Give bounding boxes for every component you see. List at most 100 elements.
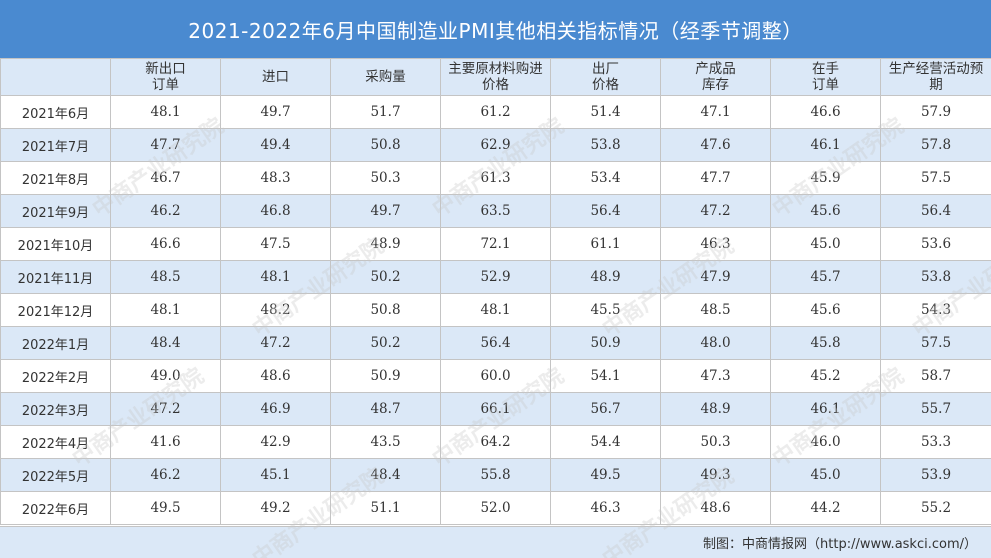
value-cell: 61.2 <box>440 95 551 129</box>
value-cell: 45.7 <box>770 260 881 294</box>
value-cell: 48.3 <box>220 161 331 195</box>
value-cell: 48.5 <box>110 260 221 294</box>
value-cell: 46.8 <box>220 194 331 228</box>
header-cell-0 <box>0 58 111 96</box>
value-cell: 45.0 <box>770 458 881 492</box>
table-row: 2021年11月 48.5 48.1 50.2 52.9 48.9 47.9 45.7 53.8 <box>0 260 991 294</box>
value-cell: 48.9 <box>660 392 771 426</box>
value-cell: 47.7 <box>110 128 221 162</box>
header-cell-8: 生产经营活动预期 <box>880 58 991 96</box>
value-cell: 48.9 <box>330 227 441 261</box>
value-cell: 55.7 <box>880 392 991 426</box>
value-cell: 47.9 <box>660 260 771 294</box>
value-cell: 49.2 <box>220 491 331 525</box>
value-cell: 61.1 <box>550 227 661 261</box>
value-cell: 60.0 <box>440 359 551 393</box>
value-cell: 48.9 <box>550 260 661 294</box>
value-cell: 72.1 <box>440 227 551 261</box>
value-cell: 52.9 <box>440 260 551 294</box>
value-cell: 48.2 <box>220 293 331 327</box>
value-cell: 50.9 <box>330 359 441 393</box>
value-cell: 51.7 <box>330 95 441 129</box>
value-cell: 49.0 <box>110 359 221 393</box>
table-row: 2021年7月 47.7 49.4 50.8 62.9 53.8 47.6 46.1 57.8 <box>0 128 991 162</box>
value-cell: 47.6 <box>660 128 771 162</box>
value-cell: 49.7 <box>330 194 441 228</box>
row-label-cell: 2021年6月 <box>0 95 111 129</box>
value-cell: 47.2 <box>660 194 771 228</box>
value-cell: 48.4 <box>110 326 221 360</box>
table-row: 2021年9月 46.2 46.8 49.7 63.5 56.4 47.2 45.6 56.4 <box>0 194 991 228</box>
header-cell-2: 进口 <box>220 58 331 96</box>
value-cell: 50.8 <box>330 128 441 162</box>
table-header-row: 新出口 订单 进口 采购量 主要原材料购进 价格 出厂 价格 产成品 库存 在手 订单 生… <box>0 58 991 96</box>
value-cell: 47.5 <box>220 227 331 261</box>
header-cell-7: 在手 订单 <box>770 58 881 96</box>
value-cell: 64.2 <box>440 425 551 459</box>
value-cell: 57.5 <box>880 161 991 195</box>
row-label-cell: 2021年12月 <box>0 293 111 327</box>
value-cell: 46.0 <box>770 425 881 459</box>
value-cell: 56.4 <box>880 194 991 228</box>
value-cell: 49.5 <box>550 458 661 492</box>
value-cell: 46.1 <box>770 128 881 162</box>
value-cell: 49.3 <box>660 458 771 492</box>
chart-title: 2021-2022年6月中国制造业PMI其他相关指标情况（经季节调整） <box>0 0 991 58</box>
value-cell: 57.8 <box>880 128 991 162</box>
value-cell: 46.9 <box>220 392 331 426</box>
value-cell: 45.5 <box>550 293 661 327</box>
header-cell-4: 主要原材料购进 价格 <box>440 58 551 96</box>
value-cell: 45.6 <box>770 293 881 327</box>
value-cell: 61.3 <box>440 161 551 195</box>
value-cell: 53.4 <box>550 161 661 195</box>
value-cell: 48.1 <box>110 95 221 129</box>
value-cell: 55.2 <box>880 491 991 525</box>
row-label-cell: 2022年6月 <box>0 491 111 525</box>
row-label-cell: 2022年3月 <box>0 392 111 426</box>
value-cell: 49.4 <box>220 128 331 162</box>
value-cell: 49.7 <box>220 95 331 129</box>
value-cell: 46.6 <box>770 95 881 129</box>
value-cell: 51.4 <box>550 95 661 129</box>
row-label-cell: 2021年10月 <box>0 227 111 261</box>
value-cell: 47.2 <box>220 326 331 360</box>
value-cell: 50.3 <box>330 161 441 195</box>
value-cell: 48.1 <box>220 260 331 294</box>
value-cell: 41.6 <box>110 425 221 459</box>
value-cell: 44.2 <box>770 491 881 525</box>
value-cell: 54.1 <box>550 359 661 393</box>
value-cell: 45.1 <box>220 458 331 492</box>
value-cell: 46.3 <box>550 491 661 525</box>
table-row: 2021年8月 46.7 48.3 50.3 61.3 53.4 47.7 45.9 57.5 <box>0 161 991 195</box>
value-cell: 48.4 <box>330 458 441 492</box>
source-text: 制图：中商情报网（http://www.askci.com/） <box>703 537 977 552</box>
value-cell: 48.1 <box>440 293 551 327</box>
value-cell: 54.4 <box>550 425 661 459</box>
value-cell: 47.1 <box>660 95 771 129</box>
table-row: 2022年2月 49.0 48.6 50.9 60.0 54.1 47.3 45.2 58.7 <box>0 359 991 393</box>
table-row: 2021年12月 48.1 48.2 50.8 48.1 45.5 48.5 45.6 54.3 <box>0 293 991 327</box>
value-cell: 45.9 <box>770 161 881 195</box>
pmi-table: 新出口 订单 进口 采购量 主要原材料购进 价格 出厂 价格 产成品 库存 在手 订单 生… <box>0 58 991 525</box>
value-cell: 55.8 <box>440 458 551 492</box>
table-row: 2021年6月 48.1 49.7 51.7 61.2 51.4 47.1 46.6 57.9 <box>0 95 991 129</box>
value-cell: 45.6 <box>770 194 881 228</box>
row-label-cell: 2021年8月 <box>0 161 111 195</box>
header-cell-5: 出厂 价格 <box>550 58 661 96</box>
value-cell: 53.8 <box>880 260 991 294</box>
value-cell: 57.5 <box>880 326 991 360</box>
row-label-cell: 2021年7月 <box>0 128 111 162</box>
value-cell: 46.6 <box>110 227 221 261</box>
value-cell: 50.9 <box>550 326 661 360</box>
value-cell: 50.2 <box>330 260 441 294</box>
value-cell: 43.5 <box>330 425 441 459</box>
table-row: 2022年5月 46.2 45.1 48.4 55.8 49.5 49.3 45.0 53.9 <box>0 458 991 492</box>
value-cell: 50.2 <box>330 326 441 360</box>
table-row: 2021年10月 46.6 47.5 48.9 72.1 61.1 46.3 45.0 53.6 <box>0 227 991 261</box>
row-label-cell: 2021年11月 <box>0 260 111 294</box>
row-label-cell: 2022年5月 <box>0 458 111 492</box>
value-cell: 46.2 <box>110 194 221 228</box>
value-cell: 48.6 <box>660 491 771 525</box>
row-label-cell: 2022年4月 <box>0 425 111 459</box>
value-cell: 49.5 <box>110 491 221 525</box>
